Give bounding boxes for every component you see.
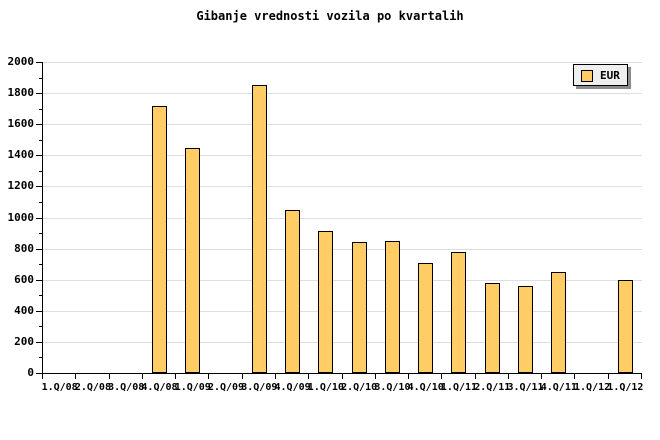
x-tick-8: [308, 374, 309, 379]
y-tick-0: [36, 373, 42, 374]
bar-2.Q/10-9: [352, 242, 367, 373]
gridline-600: [43, 279, 642, 281]
y-tick-1000: [36, 217, 42, 219]
gridline-1800: [43, 93, 642, 95]
x-tick-15: [541, 374, 542, 379]
y-tick-1800: [36, 93, 42, 95]
y-minor-tick-1300: [39, 170, 42, 172]
y-axis-label-1800: 1800: [7, 86, 35, 100]
gridline-200: [43, 341, 642, 343]
bar-4.Q/09-7: [285, 210, 300, 373]
x-axis-label-16: 1.Q/12: [574, 382, 611, 393]
y-tick-400: [36, 310, 42, 312]
bar-4.Q/10-11: [418, 263, 433, 373]
y-tick-2000: [36, 62, 42, 63]
y-tick-600: [36, 279, 42, 281]
y-axis-label-600: 600: [14, 272, 34, 286]
x-tick-9: [342, 374, 343, 379]
x-axis-label-5: 2.Q/09: [207, 382, 245, 393]
x-tick-5: [208, 374, 209, 379]
x-tick-0: [42, 374, 43, 379]
gridline-400: [43, 310, 642, 312]
y-axis-label-1600: 1600: [7, 117, 35, 131]
x-tick-18: [641, 374, 642, 379]
y-tick-1600: [36, 124, 42, 126]
x-tick-17: [608, 374, 609, 379]
y-tick-1400: [36, 155, 42, 157]
y-tick-800: [36, 248, 42, 250]
bar-1.Q/09-4: [185, 148, 200, 373]
y-axis-label-800: 800: [14, 241, 34, 255]
x-axis-label-17: 1.Q/12: [607, 382, 644, 393]
gridline-1200: [43, 186, 642, 188]
x-axis-label-2: 3.Q/08: [108, 382, 145, 393]
bar-1.Q/10-8: [318, 231, 333, 373]
y-minor-tick-1100: [39, 201, 42, 203]
x-axis-label-1: 2.Q/08: [74, 382, 111, 393]
x-tick-6: [242, 374, 243, 379]
bar-2.Q/11-13: [485, 283, 500, 373]
y-axis-label-1200: 1200: [7, 179, 35, 193]
legend: EUR: [573, 64, 628, 86]
x-tick-13: [475, 374, 476, 379]
y-axis-label-1000: 1000: [7, 210, 35, 224]
x-tick-3: [142, 374, 143, 379]
bar-3.Q/11-14: [518, 286, 533, 373]
bar-1.Q/12-17: [618, 280, 633, 373]
y-axis-label-400: 400: [14, 303, 34, 317]
y-minor-tick-300: [39, 326, 42, 328]
y-axis-label-0: 0: [27, 366, 34, 379]
y-minor-tick-900: [39, 233, 42, 235]
x-axis-label-14: 3.Q/11: [507, 382, 544, 393]
y-tick-200: [36, 341, 42, 343]
x-tick-10: [375, 374, 376, 379]
x-axis-label-4: 1.Q/09: [174, 382, 211, 393]
x-tick-7: [275, 374, 276, 379]
x-tick-14: [508, 374, 509, 379]
y-minor-tick-700: [39, 264, 42, 266]
x-axis-label-12: 1.Q/11: [440, 382, 478, 393]
y-axis-label-1400: 1400: [7, 148, 35, 162]
x-tick-11: [408, 374, 409, 379]
x-axis-label-7: 4.Q/09: [274, 382, 311, 393]
y-minor-tick-1900: [39, 77, 42, 79]
bar-4.Q/11-15: [551, 272, 566, 373]
y-axis-label-200: 200: [14, 334, 34, 348]
y-minor-tick-100: [39, 357, 42, 359]
x-axis-label-3: 4.Q/08: [141, 382, 178, 393]
y-minor-tick-500: [39, 295, 42, 297]
x-axis-label-6: 3.Q/09: [241, 382, 278, 393]
x-axis-label-9: 2.Q/10: [341, 382, 378, 393]
bar-3.Q/09-6: [252, 85, 267, 373]
x-axis-label-0: 1.Q/08: [41, 382, 78, 393]
plot-area: [42, 62, 642, 374]
x-axis-label-10: 3.Q/10: [374, 382, 411, 393]
gridline-2000: [43, 62, 642, 63]
gridline-1000: [43, 217, 642, 219]
y-minor-tick-1700: [39, 108, 42, 110]
x-tick-16: [574, 374, 575, 379]
gridline-1600: [43, 124, 642, 126]
legend-swatch-icon: [581, 70, 593, 82]
legend-label: EUR: [600, 69, 620, 82]
y-minor-tick-1500: [39, 139, 42, 141]
x-axis-label-11: 4.Q/10: [407, 382, 444, 393]
bar-4.Q/08-3: [152, 106, 167, 373]
x-axis-label-13: 2.Q/11: [474, 382, 511, 393]
bar-3.Q/10-10: [385, 241, 400, 373]
bar-1.Q/11-12: [451, 252, 466, 373]
x-tick-1: [75, 374, 76, 379]
x-tick-2: [109, 374, 110, 379]
x-axis-label-8: 1.Q/10: [307, 382, 344, 393]
x-tick-4: [175, 374, 176, 379]
x-axis-label-15: 4.Q/11: [540, 382, 577, 393]
chart-title: Gibanje vrednosti vozila po kvartalih: [196, 9, 464, 23]
y-axis-label-2000: 2000: [7, 55, 35, 68]
x-tick-12: [441, 374, 442, 379]
gridline-800: [43, 248, 642, 250]
y-tick-1200: [36, 186, 42, 188]
gridline-1400: [43, 155, 642, 157]
